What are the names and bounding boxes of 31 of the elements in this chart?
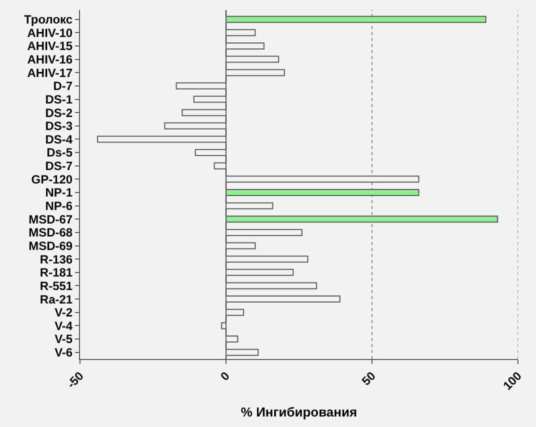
x-axis-title: % Ингибирования [240,404,358,420]
y-tick-label: V-5 [54,332,73,346]
x-tick-label: -50 [64,368,87,392]
y-tick-label: GP-120 [31,172,73,186]
y-tick-label: NP-6 [45,199,73,214]
x-tick-label: 0 [218,368,233,384]
y-tick-label: AHIV-16 [27,52,73,66]
y-tick-label: DS-7 [45,159,73,174]
x-tick-label: 100 [500,368,525,393]
y-tick-label: AHIV-10 [27,26,73,40]
x-tick-label: 50 [359,368,379,388]
y-tick-label: MSD-68 [28,226,73,240]
y-tick-label: Ra-21 [40,292,73,306]
y-tick-label: V-4 [54,318,73,333]
y-tick-label: R-136 [40,252,73,266]
y-tick-label: DS-2 [45,106,73,120]
y-tick-label: NP-1 [45,186,73,200]
y-tick-label: MSD-67 [28,212,73,226]
y-tick-label: R-181 [40,266,73,280]
y-tick-label: V-2 [54,306,73,320]
y-tick-label: Ds-5 [46,146,73,160]
y-tick-label: D-7 [53,79,73,94]
y-tick-label: Тролокс [24,12,73,27]
y-tick-label: V-6 [54,346,73,360]
y-tick-label: AHIV-15 [27,39,73,54]
y-tick-label: DS-3 [45,119,73,134]
y-tick-label: MSD-69 [28,238,73,253]
y-tick-label: R-551 [40,278,73,293]
y-tick-label: DS-4 [45,132,73,146]
y-tick-label: AHIV-17 [27,66,73,80]
y-tick-label: DS-1 [45,92,73,106]
